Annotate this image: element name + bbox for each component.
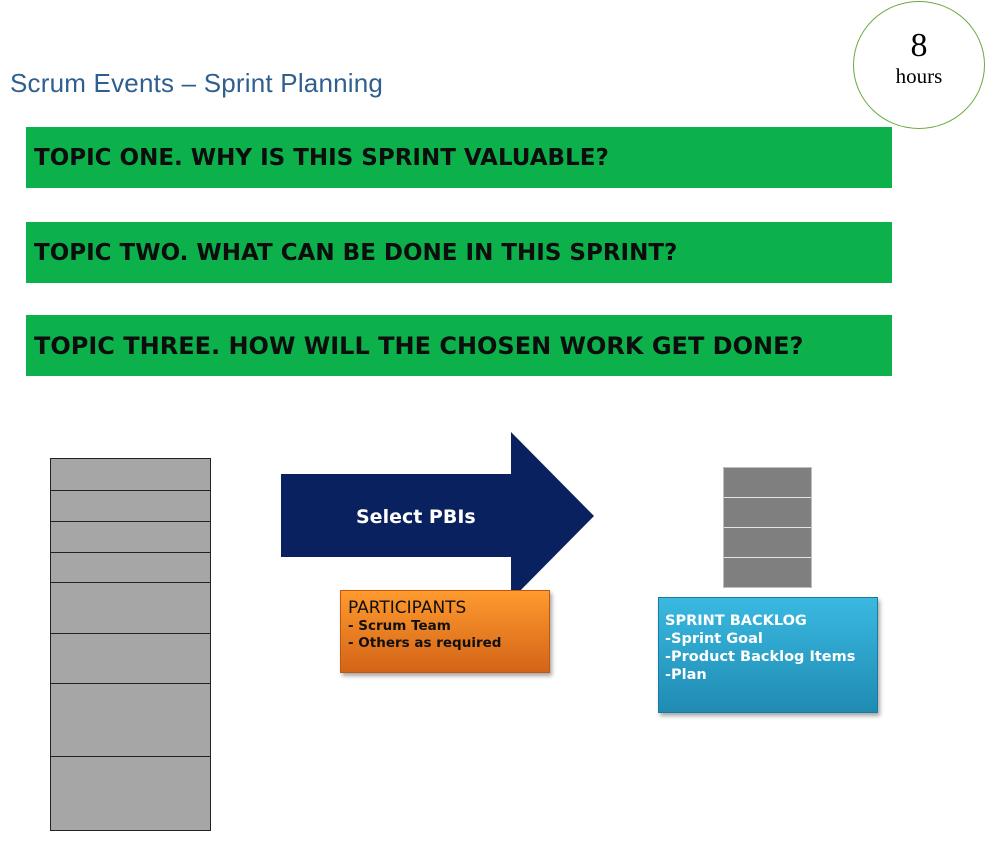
duration-unit: hours bbox=[895, 64, 943, 88]
sprint-item-divider bbox=[724, 557, 811, 558]
sprint-item-divider bbox=[724, 497, 811, 498]
backlog-item-divider bbox=[51, 683, 210, 684]
sprint-item-divider bbox=[724, 527, 811, 528]
participants-heading: PARTICIPANTS bbox=[348, 598, 467, 618]
arrow-label: Select PBIs bbox=[356, 506, 476, 528]
select-pbis-arrow bbox=[281, 432, 594, 600]
participant-item: - Scrum Team bbox=[348, 618, 451, 634]
arrow-shape bbox=[281, 432, 594, 600]
backlog-item-divider bbox=[51, 756, 210, 757]
page-title: Scrum Events – Sprint Planning bbox=[10, 68, 384, 98]
product-backlog-stack bbox=[50, 458, 211, 831]
sprint-backlog-heading: SPRINT BACKLOG bbox=[665, 613, 807, 629]
topic-three-bar: TOPIC THREE. HOW WILL THE CHOSEN WORK GE… bbox=[26, 315, 892, 376]
backlog-item-divider bbox=[51, 521, 210, 522]
backlog-item-divider bbox=[51, 582, 210, 583]
backlog-item-divider bbox=[51, 633, 210, 634]
topic-one-bar: TOPIC ONE. WHY IS THIS SPRINT VALUABLE? bbox=[26, 127, 892, 188]
sprint-backlog-item: -Plan bbox=[665, 667, 707, 683]
duration-value: 8 bbox=[910, 27, 928, 64]
participants-box: PARTICIPANTS - Scrum Team - Others as re… bbox=[340, 590, 550, 673]
backlog-item-divider bbox=[51, 552, 210, 553]
topic-two-bar: TOPIC TWO. WHAT CAN BE DONE IN THIS SPRI… bbox=[26, 222, 892, 283]
backlog-item-divider bbox=[51, 490, 210, 491]
sprint-backlog-stack bbox=[723, 467, 812, 588]
duration-badge: 8 hours bbox=[853, 1, 985, 129]
sprint-backlog-item: -Sprint Goal bbox=[665, 631, 763, 647]
sprint-backlog-box: SPRINT BACKLOG -Sprint Goal -Product Bac… bbox=[658, 597, 878, 713]
participant-item: - Others as required bbox=[348, 635, 502, 651]
sprint-backlog-item: -Product Backlog Items bbox=[665, 649, 856, 665]
